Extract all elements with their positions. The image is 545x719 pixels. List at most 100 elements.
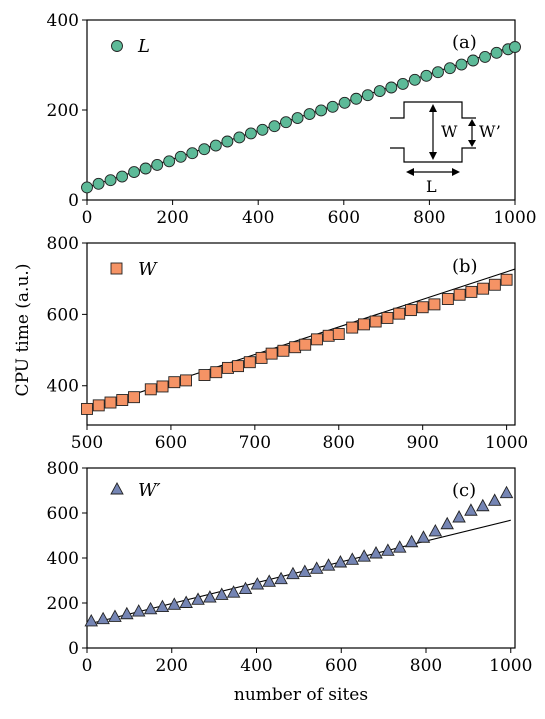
data-point — [139, 162, 152, 175]
data-point — [143, 601, 158, 615]
y-tick-label: 0 — [68, 639, 79, 659]
data-point — [255, 351, 268, 364]
data-point — [289, 341, 302, 354]
data-point — [452, 510, 466, 523]
y-tick-label: 400 — [47, 549, 79, 569]
data-point — [108, 609, 122, 622]
data-point — [128, 391, 140, 404]
data-point — [210, 366, 223, 379]
data-point — [128, 166, 141, 179]
data-point — [226, 585, 241, 598]
data-point — [346, 321, 359, 334]
data-point — [396, 77, 409, 90]
data-point — [476, 498, 490, 512]
inset-arrowhead-Wprime-bottom — [468, 140, 476, 147]
data-point — [155, 599, 170, 612]
inset-schematic — [390, 101, 476, 176]
data-point — [92, 399, 105, 412]
data-point — [326, 100, 339, 113]
y-axis-title: CPU time (a.u.) — [13, 264, 33, 397]
data-point — [443, 62, 456, 75]
data-point — [332, 328, 345, 340]
data-point — [203, 590, 217, 603]
data-point — [256, 123, 269, 136]
panel-a: 0 200 400 600 800 1000 0 200 400 L (a) W W’ L — [47, 11, 537, 228]
x-tick-label: 200 — [156, 656, 188, 676]
y-tick-label: 600 — [47, 504, 79, 524]
data-point — [416, 530, 431, 543]
x-tick-label: 1000 — [493, 208, 536, 228]
y-tick-label: 200 — [47, 101, 79, 121]
x-tick-label: 1000 — [489, 656, 532, 676]
data-point — [408, 73, 421, 86]
x-tick-label: 400 — [242, 208, 274, 228]
data-point — [198, 369, 211, 381]
data-point — [381, 311, 394, 324]
data-point — [393, 307, 406, 320]
x-tick-label: 400 — [240, 656, 272, 676]
data-point — [385, 81, 398, 94]
panel-b-marks — [81, 268, 516, 415]
data-point — [179, 595, 193, 608]
data-point — [490, 46, 503, 59]
x-tick-label: 800 — [413, 208, 445, 228]
data-point — [198, 143, 211, 156]
data-point — [477, 282, 490, 295]
data-point — [291, 112, 304, 125]
data-point — [116, 170, 129, 183]
inset-label-L: L — [426, 177, 437, 196]
data-point — [186, 147, 199, 160]
x-tick-label: 200 — [156, 208, 188, 228]
y-tick-label: 600 — [47, 305, 79, 325]
data-point — [404, 304, 417, 317]
data-point — [428, 524, 443, 537]
data-point — [262, 574, 276, 587]
data-point — [322, 329, 335, 342]
data-point — [315, 104, 328, 117]
x-axis-title: number of sites — [234, 685, 368, 705]
data-point — [120, 606, 134, 620]
data-point — [274, 571, 288, 585]
panel-b-ticks: 500 600 700 800 900 1000 400 600 800 — [47, 234, 529, 453]
data-point — [321, 558, 336, 571]
fit-line — [86, 519, 511, 625]
data-point — [361, 89, 374, 102]
data-point — [357, 549, 371, 562]
data-point — [209, 139, 222, 152]
data-point — [500, 273, 513, 286]
panel-tag-b: (b) — [452, 256, 478, 277]
data-point — [104, 396, 117, 409]
data-point — [487, 493, 502, 506]
data-point — [221, 135, 234, 148]
data-point — [392, 540, 407, 553]
data-point — [191, 592, 205, 605]
x-tick-label: 600 — [325, 656, 357, 676]
data-point — [250, 577, 265, 590]
inset-label-W: W — [441, 122, 458, 141]
x-tick-label: 800 — [323, 433, 355, 453]
x-tick-label: 700 — [239, 433, 271, 453]
x-tick-label: 600 — [328, 208, 360, 228]
data-point — [509, 41, 521, 53]
data-point — [233, 131, 246, 144]
data-point — [428, 298, 441, 311]
data-point — [499, 485, 514, 499]
data-point — [465, 285, 478, 298]
data-point — [464, 503, 478, 516]
data-point — [280, 116, 292, 129]
inset-arrowhead-L-right — [452, 168, 460, 176]
data-point — [156, 380, 169, 393]
data-point — [151, 158, 164, 171]
data-point — [286, 566, 300, 580]
x-tick-label: 600 — [155, 433, 187, 453]
data-point — [299, 338, 312, 351]
data-point — [104, 174, 117, 187]
data-point — [168, 376, 181, 389]
inset-arrowhead-Wprime-top — [468, 119, 476, 126]
panel-c: 0 200 400 600 800 1000 0 200 400 600 800 W′ (c) — [47, 459, 533, 676]
panel-tag-a: (a) — [452, 32, 477, 53]
y-tick-label: 800 — [47, 459, 79, 479]
data-point — [373, 85, 386, 98]
data-point — [488, 278, 501, 291]
data-point — [144, 383, 157, 396]
